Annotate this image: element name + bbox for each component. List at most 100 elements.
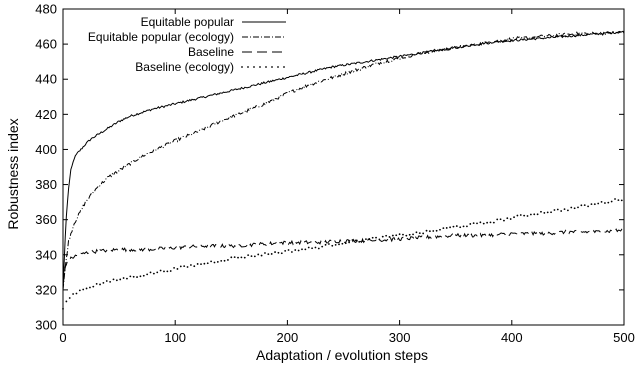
- series-point: [415, 231, 418, 234]
- series-point: [570, 206, 573, 209]
- series-point: [290, 251, 293, 253]
- series-point: [146, 273, 149, 276]
- series-point: [523, 214, 526, 217]
- series-point: [331, 244, 334, 247]
- series-point: [328, 243, 330, 245]
- series-point: [412, 233, 414, 236]
- legend-entry: Equitable popular: [141, 15, 286, 29]
- series-point: [190, 264, 192, 266]
- series-point: [253, 255, 256, 258]
- series-equitable-popular-ecology: [62, 30, 625, 290]
- series-point: [499, 218, 502, 221]
- series-point: [597, 202, 600, 205]
- series-point: [479, 221, 482, 224]
- series-point: [529, 213, 532, 216]
- series-point: [317, 247, 320, 250]
- series-point: [280, 252, 283, 255]
- series-point: [287, 249, 290, 251]
- y-tick-label: 460: [35, 37, 57, 52]
- legend-label: Equitable popular (ecology): [88, 30, 234, 44]
- series-point: [580, 204, 583, 207]
- series-point: [469, 223, 472, 225]
- y-tick-label: 300: [35, 318, 57, 333]
- series-point: [610, 200, 613, 203]
- series-point: [614, 198, 616, 200]
- series-point: [62, 307, 64, 310]
- series-point: [476, 222, 478, 225]
- series-point: [85, 287, 88, 290]
- series-layer: [62, 30, 625, 310]
- series-point: [240, 256, 243, 259]
- series-point: [583, 204, 586, 207]
- series-point: [402, 233, 404, 236]
- series-point: [223, 259, 226, 262]
- series-point: [338, 243, 340, 246]
- series-point: [482, 222, 485, 225]
- series-point: [516, 214, 519, 217]
- legend-label: Baseline: [188, 45, 234, 59]
- y-tick-label: 420: [35, 107, 57, 122]
- series-point: [220, 259, 223, 262]
- series-point: [136, 276, 138, 278]
- legend-swatch: [253, 66, 255, 68]
- series-point: [324, 243, 327, 246]
- series-point: [519, 214, 522, 216]
- series-point: [567, 209, 569, 212]
- series-point: [210, 260, 213, 263]
- series-point: [442, 227, 445, 230]
- series-point: [270, 253, 273, 255]
- series-point: [617, 199, 620, 202]
- series-point: [368, 237, 371, 240]
- series-point: [503, 219, 505, 222]
- series-point: [371, 236, 374, 239]
- series-point: [122, 277, 125, 279]
- series-point: [203, 262, 206, 265]
- legend-entry: Equitable popular (ecology): [88, 30, 286, 44]
- series-point: [301, 248, 303, 251]
- series-point: [274, 251, 276, 253]
- series-point: [439, 228, 441, 231]
- legend-label: Equitable popular: [141, 15, 234, 29]
- series-point: [142, 274, 145, 277]
- y-tick-label: 380: [35, 177, 57, 192]
- series-point: [159, 269, 162, 272]
- series-point: [428, 230, 431, 233]
- series-point: [200, 263, 202, 266]
- series-point: [173, 266, 175, 269]
- x-tick-label: 0: [59, 330, 66, 345]
- legend-swatch: [283, 66, 285, 68]
- series-point: [408, 233, 411, 236]
- series-point: [388, 236, 391, 238]
- series-point: [486, 221, 489, 224]
- series-point: [455, 225, 458, 227]
- series-point: [533, 213, 536, 216]
- legend-swatch: [265, 66, 267, 68]
- series-point: [72, 293, 74, 295]
- series-point: [112, 278, 115, 281]
- series-point: [513, 216, 515, 219]
- series-point: [553, 209, 556, 211]
- series-point: [620, 199, 623, 202]
- series-point: [509, 218, 512, 220]
- series-point: [418, 232, 421, 235]
- legend-label: Baseline (ecology): [135, 60, 234, 74]
- series-point: [129, 275, 132, 278]
- series-point: [378, 238, 381, 241]
- series-point: [92, 285, 95, 288]
- series-point: [75, 292, 78, 295]
- series-point: [435, 229, 438, 232]
- series-point: [344, 242, 347, 245]
- series-point: [119, 278, 122, 281]
- series-point: [365, 238, 367, 241]
- series-point: [216, 261, 219, 263]
- series-point: [398, 233, 401, 236]
- series-point: [115, 279, 118, 282]
- y-tick-label: 360: [35, 212, 57, 227]
- series-point: [230, 256, 233, 259]
- series-point: [314, 246, 317, 249]
- series-point: [65, 300, 68, 303]
- series-point: [607, 201, 610, 204]
- series-point: [233, 256, 236, 259]
